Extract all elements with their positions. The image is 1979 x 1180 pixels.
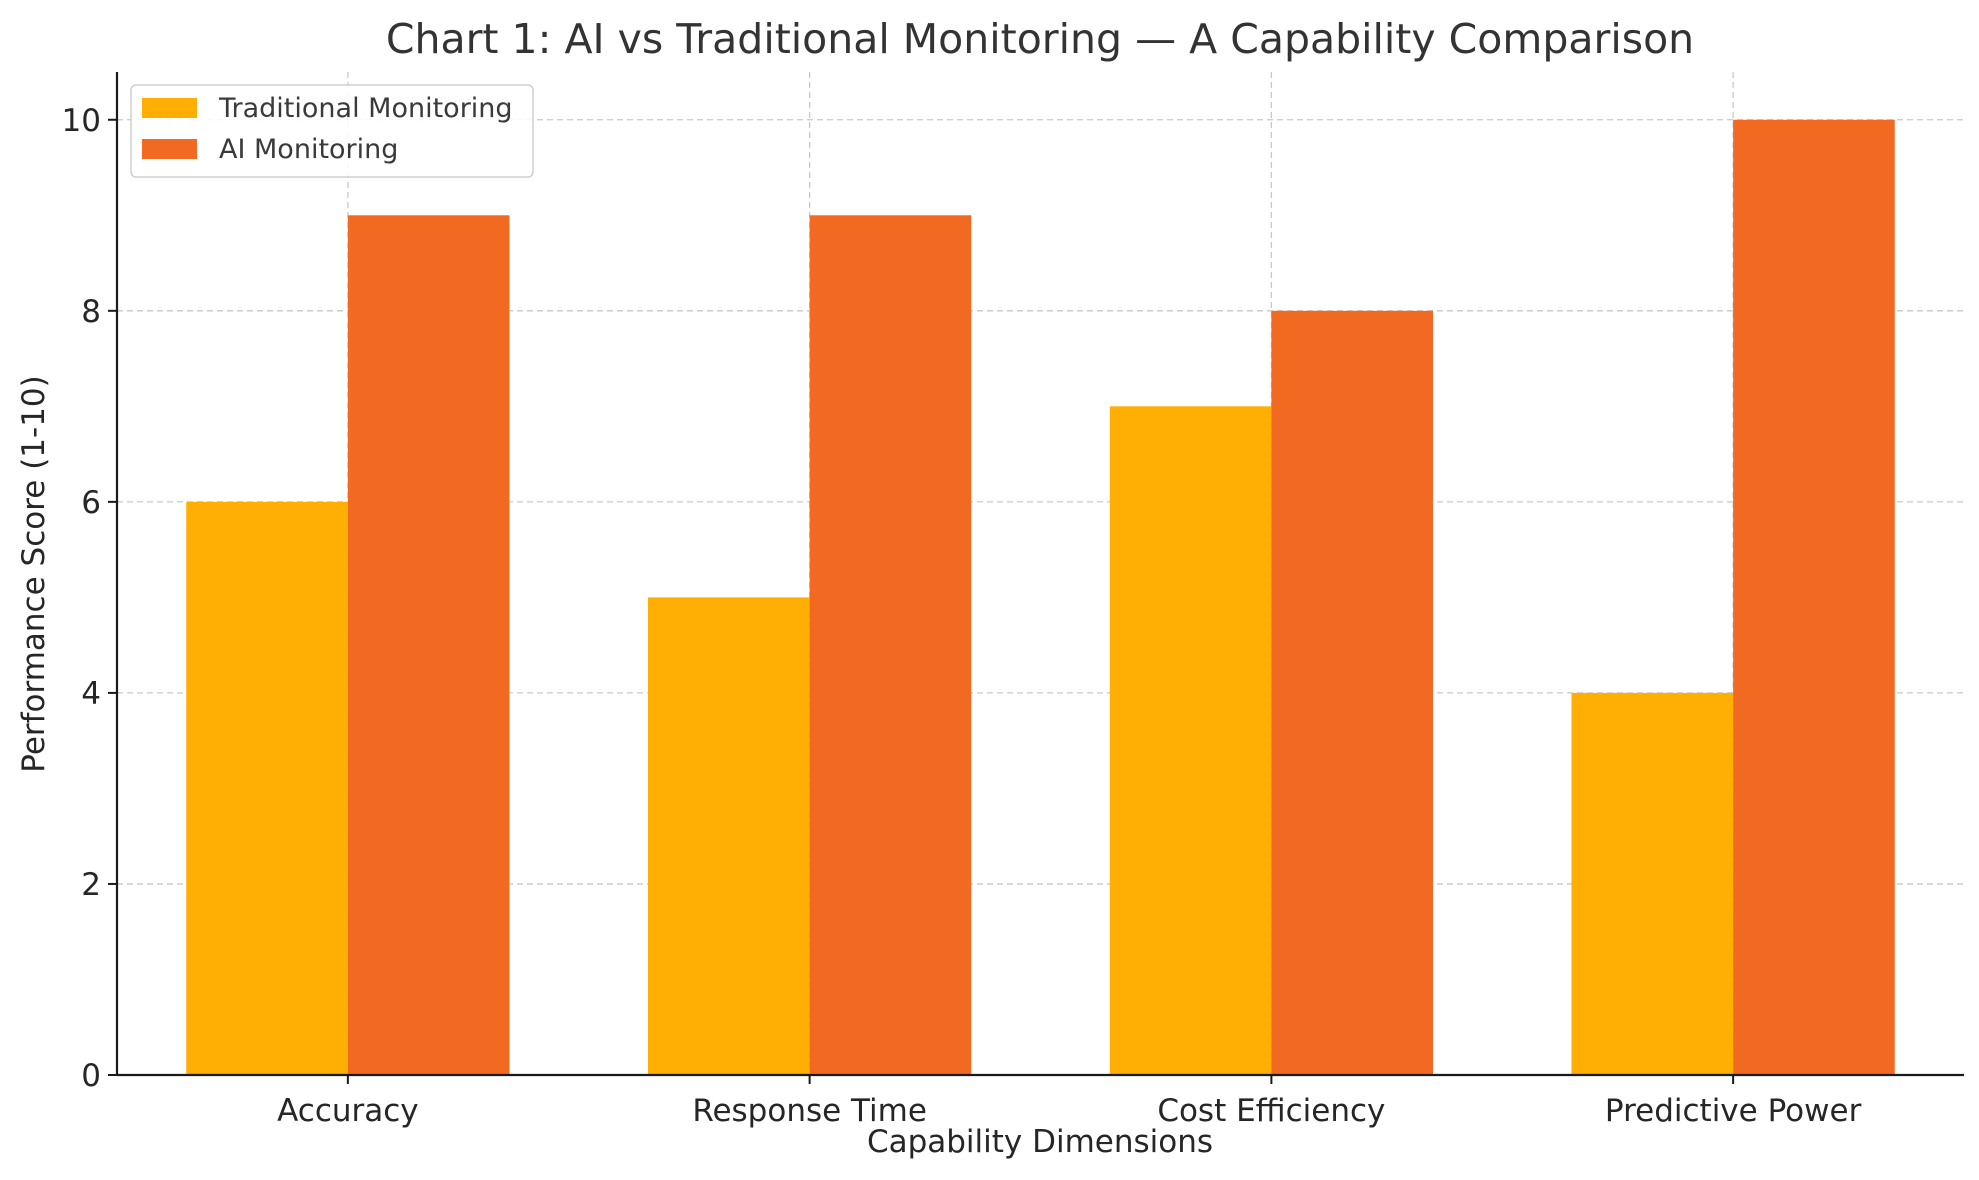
- bar-ai-accuracy: [347, 215, 510, 1076]
- y-tick-label: 4: [81, 676, 101, 712]
- y-tick-label: 10: [62, 103, 101, 139]
- bar-ai-response-time: [809, 215, 972, 1076]
- bar-ai-cost-efficiency: [1271, 310, 1433, 1075]
- legend: Traditional Monitoring AI Monitoring: [130, 84, 534, 178]
- x-tick-label: Cost Efficiency: [1157, 1093, 1385, 1129]
- x-tick-label: Predictive Power: [1605, 1093, 1862, 1129]
- chart-title: Chart 1: AI vs Traditional Monitoring — …: [386, 15, 1694, 63]
- bar-traditional-cost-efficiency: [1109, 406, 1272, 1075]
- bar-traditional-accuracy: [186, 501, 348, 1075]
- x-tick-label: Response Time: [692, 1093, 927, 1129]
- y-tick-label: 6: [81, 485, 101, 521]
- legend-swatch: [142, 98, 197, 118]
- y-axis-label: Performance Score (1-10): [16, 375, 52, 773]
- x-tick-label: Accuracy: [277, 1093, 419, 1129]
- legend-swatch: [142, 139, 197, 159]
- bars-layer: [186, 119, 1895, 1076]
- y-tick-label: 2: [81, 867, 101, 903]
- bar-ai-predictive-power: [1733, 119, 1895, 1075]
- legend-label: Traditional Monitoring: [218, 93, 513, 124]
- y-tick-label: 8: [81, 294, 101, 330]
- legend-label: AI Monitoring: [219, 134, 398, 165]
- y-tick-label: 0: [81, 1058, 101, 1094]
- axes-layer: 0 2 4 6 8 10 Accuracy Response Time Cost Efficie…: [62, 72, 1964, 1129]
- legend-box: [130, 84, 534, 178]
- bar-traditional-predictive-power: [1571, 692, 1734, 1075]
- x-axis-label: Capability Dimensions: [867, 1124, 1213, 1160]
- labels-layer: Chart 1: AI vs Traditional Monitoring — …: [16, 15, 1694, 1160]
- bar-traditional-response-time: [648, 597, 810, 1075]
